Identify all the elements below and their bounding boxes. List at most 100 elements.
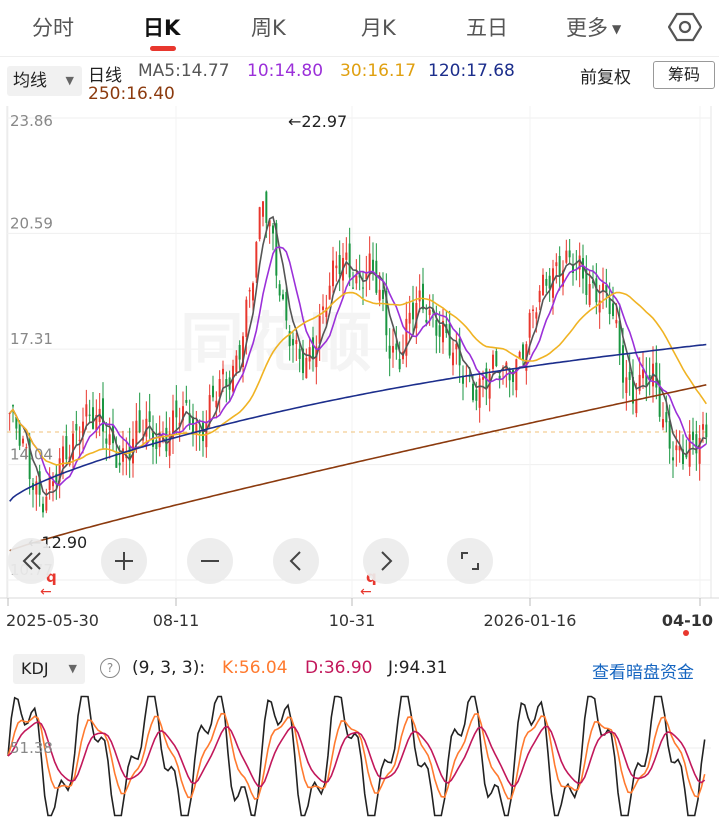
candle-body [75,423,78,431]
candle-body [565,250,568,263]
chip-distribution-button[interactable]: 筹码 [653,61,715,89]
hexagon-gear-icon[interactable] [668,10,702,44]
chevron-right-icon [381,551,393,571]
candle-body [612,303,614,316]
candle-body [15,416,18,429]
event-marker[interactable]: q ← [40,568,57,600]
view-dark-pool-link[interactable]: 查看暗盘资金 [592,663,694,683]
zoom-out-button[interactable] [187,538,233,584]
candle-body [175,400,178,418]
candle-body [218,378,221,397]
candle-body [548,275,551,289]
ma-line-ma10 [9,246,707,487]
candle-body [538,290,541,303]
candle-body [372,259,374,272]
fullscreen-button[interactable] [447,538,493,584]
candle-body [585,269,588,295]
candle-body [225,379,228,387]
candle-body [518,351,521,359]
candle-body [78,439,81,441]
date-axis: 2025-05-30 08-11 10-31 2026-01-16 04-10 [6,598,713,630]
candle-body [405,318,408,356]
candle-body [488,373,491,399]
kdj-j-value: J:94.31 [388,658,448,678]
candle-body [345,252,348,260]
price-tick-label: 17.31 [10,330,53,348]
candle-body [328,285,331,300]
kdj-indicator-select[interactable]: KDJ ▼ [13,654,85,684]
candle-body [435,320,438,336]
candle-body [515,359,518,391]
tab-more[interactable]: 更多 ▼ [566,12,621,42]
candle-body [472,383,474,401]
candle-body [115,453,118,468]
candle-body [355,275,358,284]
candle-body [695,434,698,454]
kdj-params: (9, 3, 3): [132,658,206,678]
candle-body [362,287,364,289]
candle-body [58,458,61,482]
candle-body [42,503,44,513]
tab-intraday[interactable]: 分时 [32,16,74,40]
tab-daily-k[interactable]: 日K [143,16,181,40]
candle-body [322,306,324,310]
candle-body [478,378,481,408]
candle-body [692,431,694,440]
candle-body [658,380,661,417]
candle-body [388,345,391,359]
candle-body [632,376,634,404]
kdj-d-line [7,721,706,788]
kdj-chart[interactable]: 51.38 [0,690,719,824]
candle-body [48,475,51,490]
rewind-button[interactable] [8,538,54,584]
current-date-dot [683,630,689,636]
candle-body [395,343,398,350]
candle-body [382,289,384,299]
candle-body [545,278,548,286]
candle-body [55,473,58,483]
kdj-legend-row: KDJ ▼ ? (9, 3, 3): K:56.04 D:36.90 J:94.3… [0,648,719,690]
candle-body [598,300,601,313]
candle-body [262,201,264,217]
candle-body [178,422,181,427]
candle-body [605,285,608,293]
candle-body [212,385,214,398]
candle-body [628,371,631,380]
zoom-in-button[interactable] [101,538,147,584]
caret-down-icon: ▼ [65,74,74,87]
candle-body [492,354,494,369]
indicator-select[interactable]: 均线 ▼ [7,66,82,96]
tab-weekly-k[interactable]: 周K [251,16,286,40]
candle-body [498,375,501,380]
adjust-mode-button[interactable]: 前复权 [580,68,631,88]
tab-five-day[interactable]: 五日 [466,16,508,40]
date-gridlines [7,106,701,598]
candle-body [422,283,424,310]
candle-body [375,260,378,293]
candle-body [602,283,604,292]
candle-body [558,256,561,277]
tab-monthly-k[interactable]: 月K [361,16,396,40]
candle-body [22,438,24,444]
candle-body [655,362,658,388]
chart-frame [0,106,719,599]
candle-body [415,302,418,329]
candle-body [242,336,244,367]
scroll-left-button[interactable] [273,538,319,584]
candle-body [448,323,451,356]
candle-body [618,320,621,354]
ma-line-ma120 [9,343,707,502]
candle-body [698,437,701,464]
scroll-right-button[interactable] [363,538,409,584]
event-marker-q-icon: q [46,568,57,586]
candle-body [8,413,11,415]
candle-body [45,496,48,511]
kdj-j-line [7,695,706,817]
tab-more-label: 更多 [566,16,608,40]
help-icon[interactable]: ? [100,658,120,678]
candle-body [105,438,108,444]
candle-body [442,320,444,343]
candle-body [702,424,704,430]
candle-body [418,290,421,302]
